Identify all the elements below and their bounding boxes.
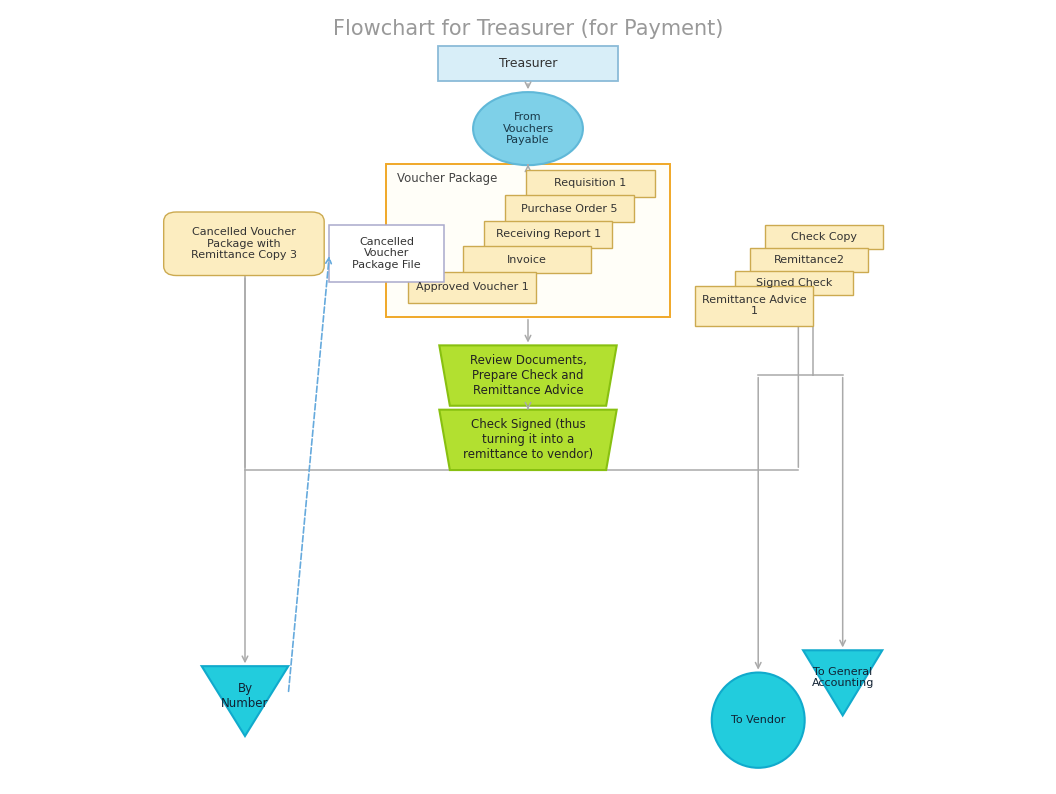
FancyBboxPatch shape (750, 248, 868, 272)
Text: Signed Check: Signed Check (756, 278, 832, 287)
FancyBboxPatch shape (438, 46, 618, 81)
Text: Review Documents,
Prepare Check and
Remittance Advice: Review Documents, Prepare Check and Remi… (470, 354, 586, 397)
Polygon shape (804, 650, 883, 715)
Text: Approved Voucher 1: Approved Voucher 1 (416, 283, 528, 292)
Text: From
Vouchers
Payable: From Vouchers Payable (503, 112, 553, 145)
Text: Cancelled
Voucher
Package File: Cancelled Voucher Package File (353, 237, 420, 270)
Text: To Vendor: To Vendor (731, 715, 786, 725)
Polygon shape (439, 345, 617, 406)
FancyBboxPatch shape (164, 212, 324, 276)
Text: Purchase Order 5: Purchase Order 5 (521, 204, 618, 214)
Text: Check Signed (thus
turning it into a
remittance to vendor): Check Signed (thus turning it into a rem… (463, 418, 593, 461)
FancyBboxPatch shape (329, 225, 444, 282)
Text: Remittance2: Remittance2 (773, 255, 845, 264)
Text: By
Number: By Number (222, 681, 268, 710)
FancyBboxPatch shape (386, 164, 670, 317)
FancyBboxPatch shape (505, 195, 634, 222)
FancyBboxPatch shape (735, 271, 853, 295)
Ellipse shape (712, 673, 805, 768)
Text: Invoice: Invoice (507, 255, 547, 264)
FancyBboxPatch shape (463, 246, 591, 273)
Polygon shape (202, 666, 288, 736)
Ellipse shape (473, 92, 583, 165)
Text: Check Copy: Check Copy (791, 232, 856, 241)
Text: Voucher Package: Voucher Package (397, 172, 497, 185)
Text: Cancelled Voucher
Package with
Remittance Copy 3: Cancelled Voucher Package with Remittanc… (191, 227, 297, 260)
FancyBboxPatch shape (484, 221, 612, 248)
FancyBboxPatch shape (765, 225, 883, 249)
FancyBboxPatch shape (695, 286, 813, 326)
Text: Receiving Report 1: Receiving Report 1 (495, 229, 601, 239)
FancyBboxPatch shape (526, 170, 655, 197)
FancyBboxPatch shape (408, 272, 536, 303)
Text: Flowchart for Treasurer (for Payment): Flowchart for Treasurer (for Payment) (333, 19, 723, 40)
Text: Remittance Advice
1: Remittance Advice 1 (701, 295, 807, 317)
Text: To General
Accounting: To General Accounting (811, 667, 874, 688)
Text: Requisition 1: Requisition 1 (554, 179, 626, 188)
Text: Treasurer: Treasurer (498, 57, 558, 70)
Polygon shape (439, 410, 617, 470)
